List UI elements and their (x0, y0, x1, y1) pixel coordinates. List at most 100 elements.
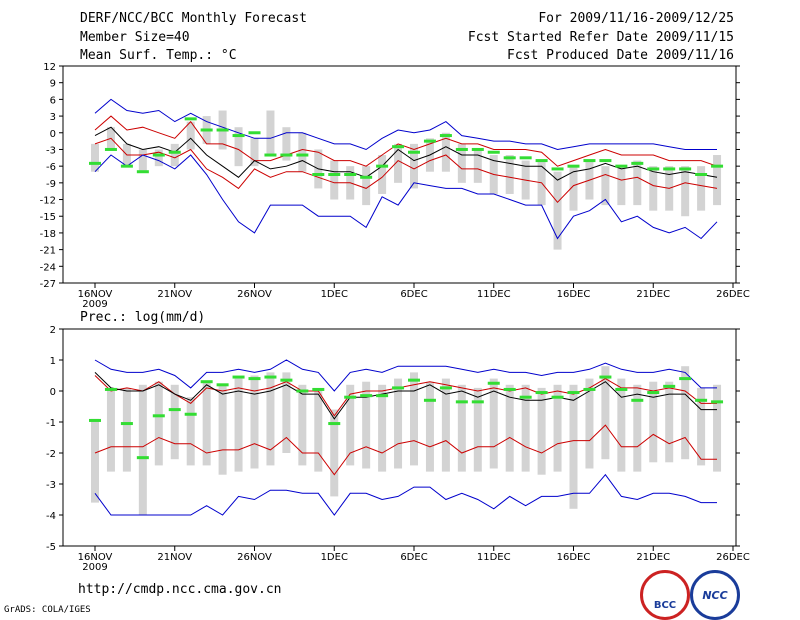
observed-marker (535, 391, 548, 395)
x-tick-label: 21DEC (636, 289, 670, 300)
y-tick-label: -2 (46, 449, 56, 460)
precip-label: Prec.: log(mm/d) (80, 310, 206, 325)
observed-marker (615, 387, 628, 391)
x-tick-label: 16DEC (557, 552, 591, 563)
observed-marker (711, 400, 724, 404)
ensemble-box (106, 387, 115, 472)
observed-marker (455, 147, 468, 151)
x-year-label: 2009 (82, 299, 107, 310)
observed-marker (439, 134, 452, 138)
ensemble-box (633, 384, 642, 472)
ensemble-box (617, 166, 626, 206)
y-tick-label: 9 (50, 79, 56, 90)
x-tick-label: 16DEC (557, 289, 591, 300)
ensemble-box (473, 149, 482, 183)
x-tick-label: 1DEC (321, 289, 348, 300)
observed-marker (89, 161, 101, 165)
y-tick-label: 3 (50, 112, 56, 123)
chart-title: DERF/NCC/BCC Monthly Forecast (80, 11, 307, 26)
observed-marker (152, 414, 165, 418)
series-mean-line (94, 126, 718, 181)
ncc-logo: NCC (690, 570, 740, 620)
ensemble-box (282, 127, 291, 161)
ensemble-box (489, 378, 498, 469)
observed-marker (583, 387, 596, 391)
x-tick-label: 6DEC (400, 552, 427, 563)
observed-marker (312, 387, 325, 391)
ensemble-box (425, 381, 434, 472)
y-tick-label: 0 (50, 387, 56, 398)
observed-marker (168, 408, 181, 412)
observed-marker (679, 167, 692, 171)
ensemble-box (473, 387, 482, 472)
observed-marker (503, 387, 516, 391)
observed-marker (519, 395, 532, 399)
observed-marker (519, 156, 532, 160)
y-tick-label: 0 (50, 129, 56, 140)
y-tick-label: -6 (46, 162, 56, 173)
forecast-start-date: Fcst Started Refer Date 2009/11/15 (467, 30, 734, 45)
observed-marker (423, 398, 436, 402)
x-tick-label: 21NOV (157, 289, 192, 300)
ensemble-box (202, 381, 211, 466)
series-mean-line (94, 372, 717, 420)
ensemble-box (410, 143, 418, 189)
observed-marker (280, 153, 293, 157)
series-upper-line (94, 115, 718, 167)
observed-marker (360, 175, 373, 179)
ensemble-box (378, 155, 387, 194)
ensemble-box (665, 381, 674, 463)
observed-marker (232, 375, 245, 379)
observed-marker (535, 159, 548, 163)
observed-marker (312, 173, 325, 176)
observed-marker (168, 150, 181, 154)
y-tick-label: 12 (43, 62, 56, 73)
y-tick-label: -18 (40, 229, 56, 240)
observed-marker (408, 378, 420, 382)
ensemble-box (378, 384, 387, 472)
ensemble-box (138, 384, 147, 515)
ensemble-box (681, 166, 690, 217)
y-tick-label: -3 (46, 480, 56, 491)
forecast-range: For 2009/11/16-2009/12/25 (538, 11, 734, 26)
ensemble-box (234, 378, 243, 472)
observed-marker (280, 378, 293, 382)
ensemble-box (697, 387, 706, 466)
ensemble-box (585, 378, 594, 469)
y-tick-label: -15 (40, 212, 56, 223)
ensemble-box (457, 143, 466, 183)
x-tick-label: 16NOV (78, 289, 113, 300)
y-tick-label: -1 (46, 418, 56, 429)
observed-marker (392, 386, 405, 390)
series-max-line (94, 359, 717, 392)
y-tick-label: -24 (40, 262, 56, 273)
footer-url[interactable]: http://cmdp.ncc.cma.gov.cn (78, 582, 282, 597)
y-tick-label: -4 (46, 511, 56, 522)
observed-marker (503, 156, 516, 160)
ensemble-box (633, 160, 642, 206)
observed-marker (152, 153, 165, 157)
x-tick-label: 26NOV (237, 289, 272, 300)
ensemble-box (346, 384, 355, 466)
ensemble-box (122, 387, 131, 472)
ensemble-box (713, 384, 722, 472)
observed-marker (200, 380, 213, 384)
observed-marker (232, 134, 245, 138)
plot-frame (62, 65, 737, 284)
observed-marker (663, 384, 676, 388)
observed-marker (184, 117, 197, 121)
observed-marker (200, 128, 213, 132)
observed-marker (136, 170, 149, 174)
ensemble-box (521, 384, 530, 472)
x-tick-label: 26DEC (716, 552, 750, 563)
observed-marker (551, 167, 564, 171)
observed-marker (455, 400, 468, 404)
series-lower-line (94, 137, 718, 204)
x-tick-label: 6DEC (400, 289, 427, 300)
observed-marker (663, 167, 676, 171)
observed-marker (487, 381, 500, 385)
observed-marker (631, 398, 644, 402)
ensemble-box (250, 138, 259, 167)
observed-marker (695, 173, 708, 176)
observed-marker (248, 377, 261, 381)
